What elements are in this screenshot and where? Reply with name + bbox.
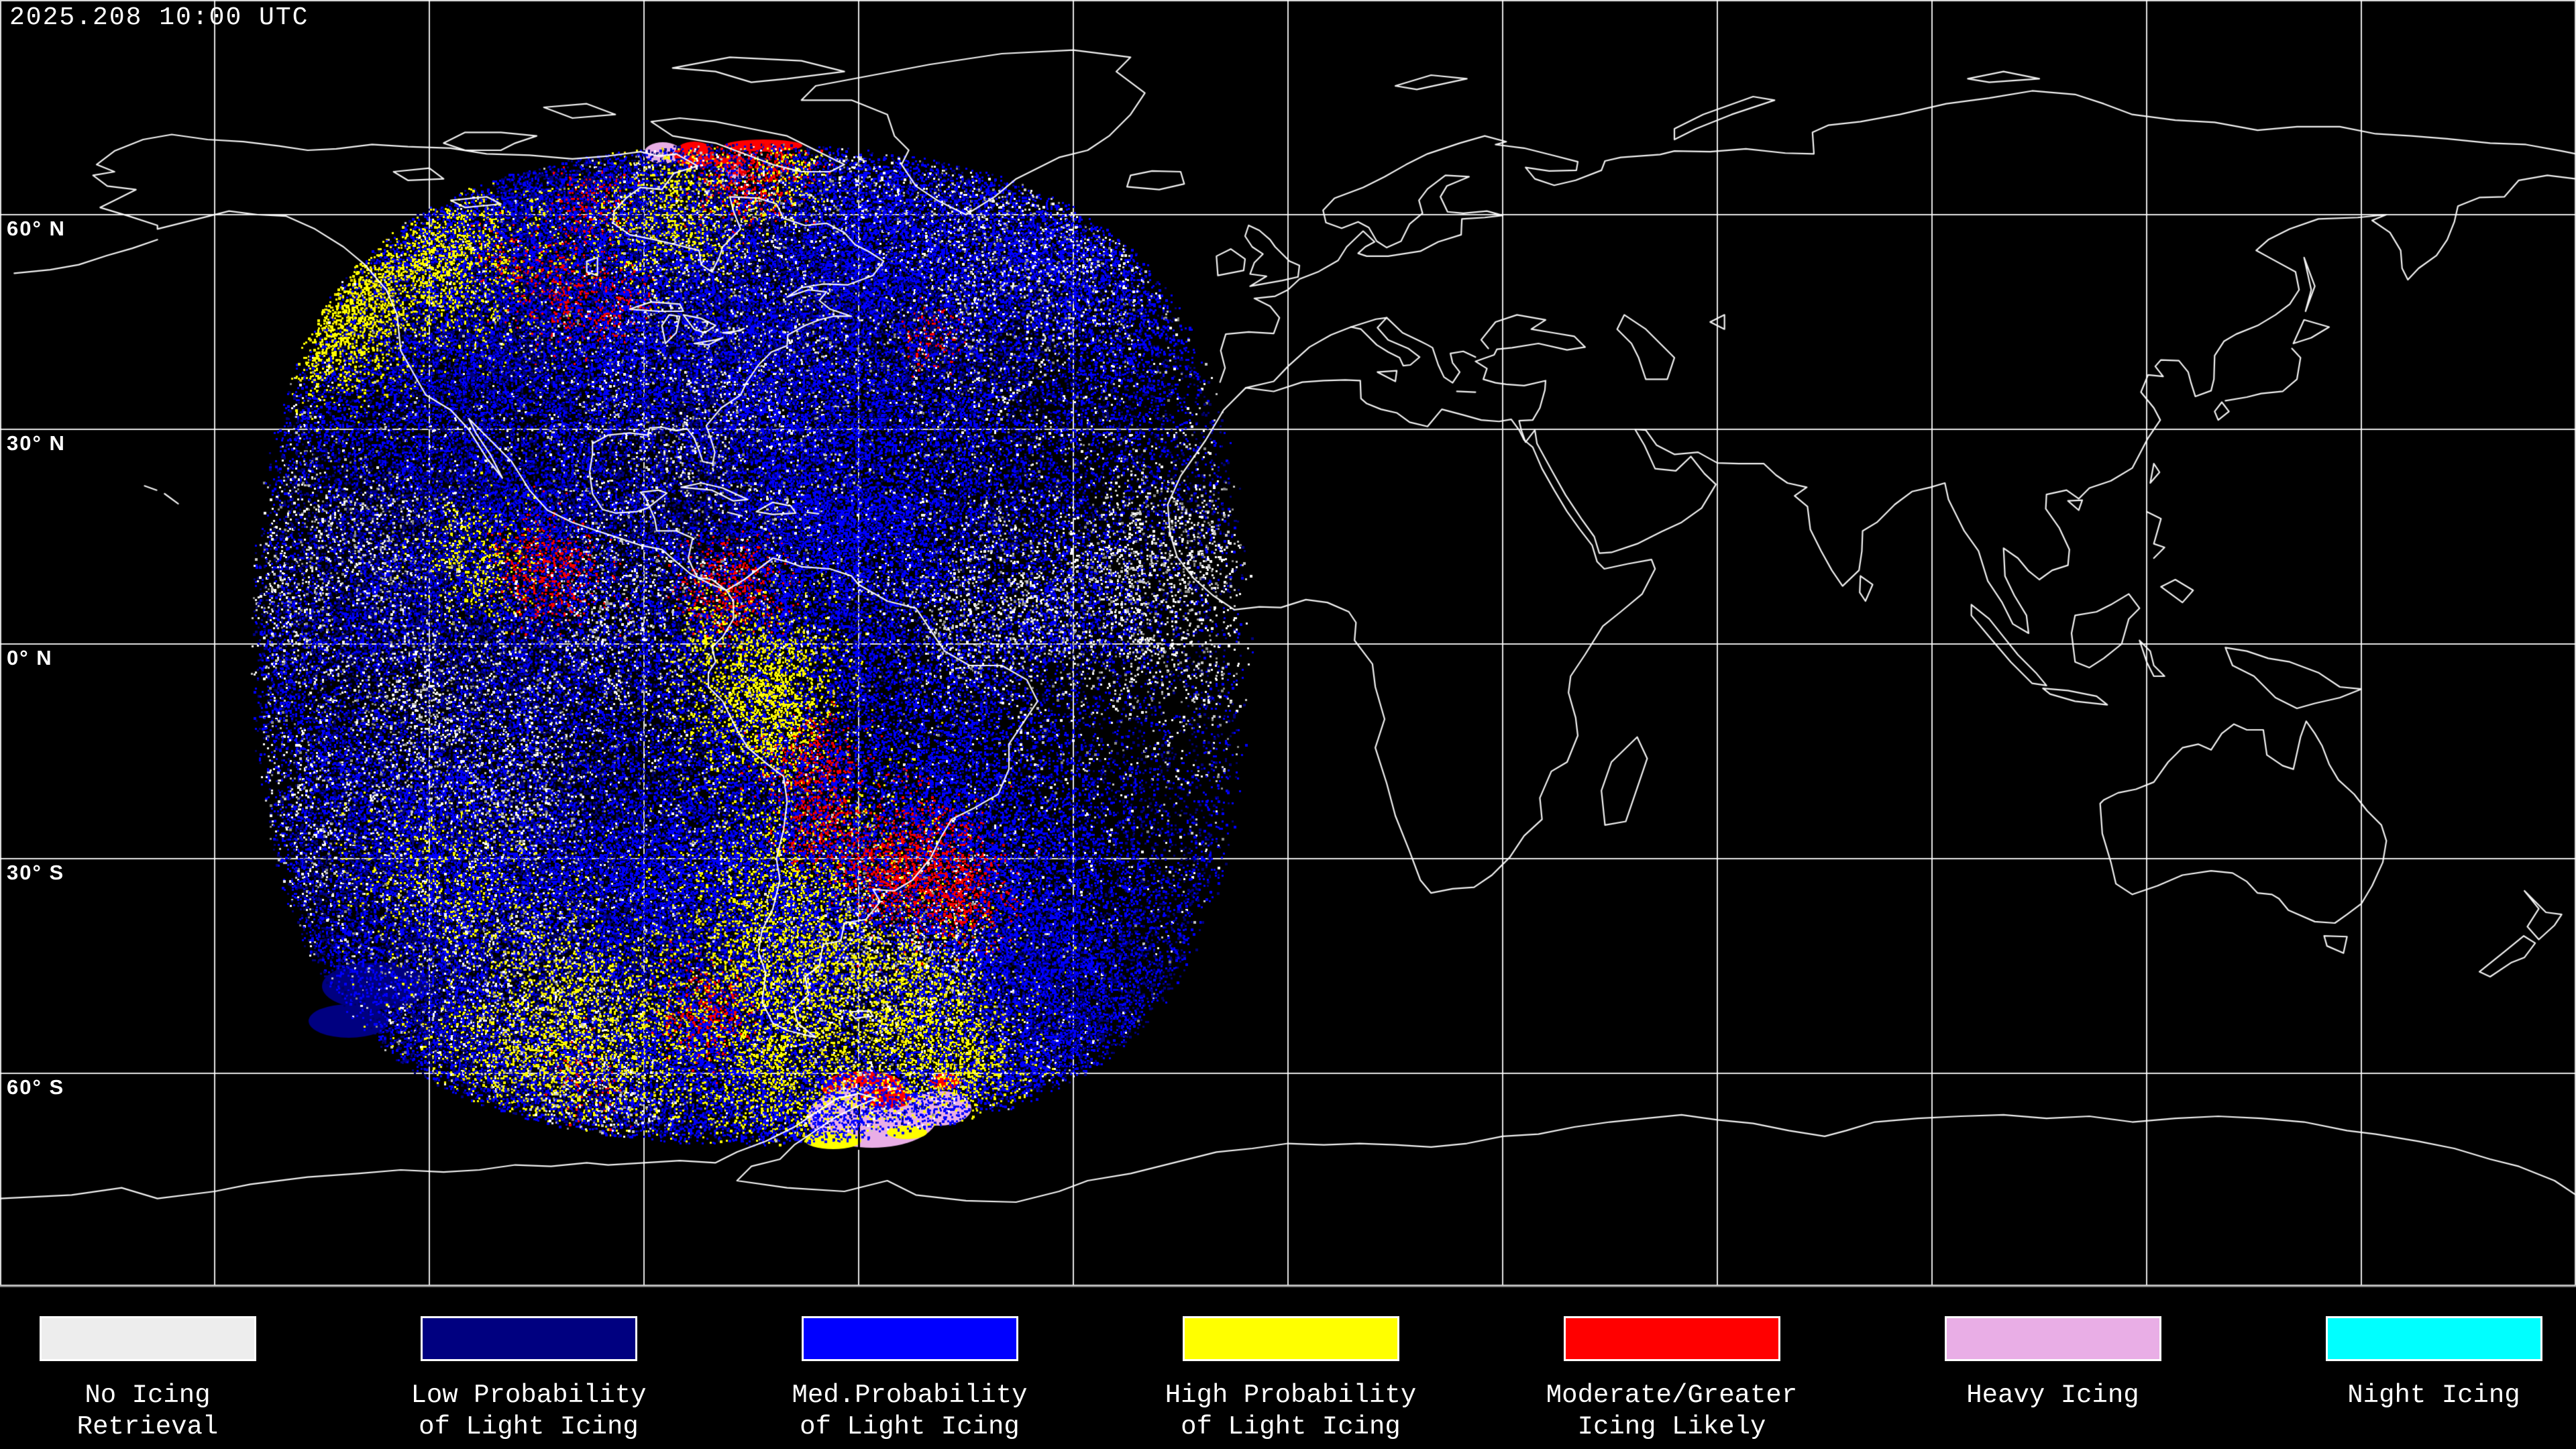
- latitude-label: 60° N: [7, 217, 66, 240]
- legend: No Icing Retrieval Low Probability of Light…: [0, 1288, 2576, 1449]
- legend-label-line: No Icing: [85, 1381, 211, 1410]
- latitude-label: 30° N: [7, 431, 66, 455]
- legend-label: No Icing Retrieval: [0, 1380, 329, 1443]
- legend-label-line: of Light Icing: [1181, 1412, 1401, 1442]
- legend-label-line: Med.Probability: [792, 1381, 1028, 1410]
- legend-label-line: Night Icing: [2347, 1381, 2520, 1410]
- icing-map-canvas: [0, 0, 2576, 1288]
- legend-item-6: Night Icing: [2253, 1288, 2576, 1411]
- legend-swatch: [39, 1316, 256, 1361]
- legend-label: High Probability of Light Icing: [1110, 1380, 1472, 1443]
- legend-label: Heavy Icing: [1872, 1380, 2234, 1411]
- legend-item-5: Heavy Icing: [1872, 1288, 2234, 1411]
- legend-label-line: Low Probability: [411, 1381, 647, 1410]
- timestamp: 2025.208 10:00 UTC: [9, 3, 309, 32]
- legend-label-line: Icing Likely: [1577, 1412, 1766, 1442]
- legend-swatch: [1944, 1316, 2161, 1361]
- latitude-label: 30° S: [7, 861, 65, 884]
- legend-label: Low Probability of Light Icing: [347, 1380, 710, 1443]
- legend-item-3: High Probability of Light Icing: [1110, 1288, 1472, 1443]
- legend-label: Night Icing: [2253, 1380, 2576, 1411]
- legend-label-line: High Probability: [1165, 1381, 1417, 1410]
- legend-label-line: Moderate/Greater: [1546, 1381, 1798, 1410]
- legend-item-2: Med.Probability of Light Icing: [729, 1288, 1091, 1443]
- legend-swatch: [1182, 1316, 1399, 1361]
- legend-item-1: Low Probability of Light Icing: [347, 1288, 710, 1443]
- latitude-label: 60° S: [7, 1075, 65, 1099]
- legend-label-line: of Light Icing: [800, 1412, 1020, 1442]
- legend-swatch: [1563, 1316, 1780, 1361]
- legend-label-line: of Light Icing: [419, 1412, 639, 1442]
- legend-label: Moderate/Greater Icing Likely: [1491, 1380, 1853, 1443]
- legend-label-line: Heavy Icing: [1966, 1381, 2139, 1410]
- legend-item-0: No Icing Retrieval: [0, 1288, 329, 1443]
- legend-label-line: Retrieval: [76, 1412, 219, 1442]
- legend-swatch: [801, 1316, 1018, 1361]
- legend-item-4: Moderate/Greater Icing Likely: [1491, 1288, 1853, 1443]
- legend-label: Med.Probability of Light Icing: [729, 1380, 1091, 1443]
- legend-swatch: [420, 1316, 637, 1361]
- latitude-label: 0° N: [7, 646, 53, 669]
- legend-swatch: [2325, 1316, 2542, 1361]
